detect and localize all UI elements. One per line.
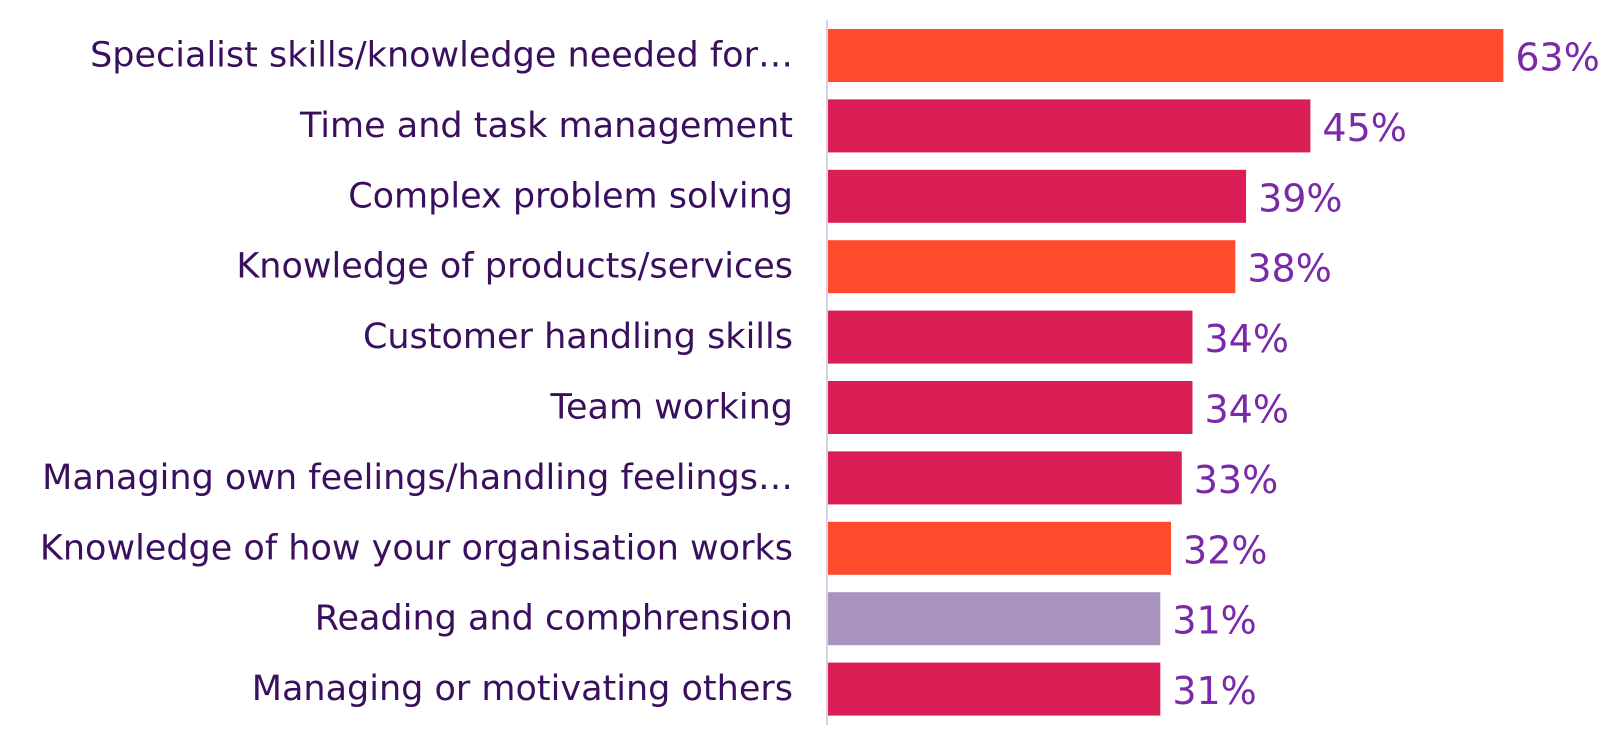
- value-label: 34%: [1204, 317, 1288, 361]
- category-label: Managing own feelings/handling feelings…: [42, 458, 793, 498]
- bar: [828, 592, 1161, 646]
- value-label: 32%: [1183, 528, 1267, 572]
- value-label: 38%: [1247, 247, 1331, 291]
- bar: [828, 521, 1172, 575]
- bar: [828, 381, 1193, 434]
- value-label: 34%: [1204, 388, 1288, 432]
- value-label: 45%: [1322, 106, 1406, 150]
- bar: [828, 451, 1182, 505]
- category-label: Knowledge of products/services: [236, 247, 793, 287]
- value-label: 31%: [1172, 599, 1256, 643]
- category-label: Complex problem solving: [348, 176, 793, 216]
- category-label: Knowledge of how your organisation works: [40, 528, 793, 568]
- category-label: Team working: [550, 388, 793, 428]
- category-label: Time and task management: [299, 106, 793, 146]
- value-labels-group: 63% 45% 39% 38% 34% 34% 33% 32% 31% 31%: [1172, 36, 1600, 714]
- bar: [828, 662, 1161, 716]
- category-labels-group: Specialist skills/knowledge needed for… T…: [40, 36, 793, 710]
- bar: [828, 99, 1311, 153]
- value-label: 33%: [1194, 458, 1278, 502]
- bars-group: [828, 29, 1504, 716]
- value-label: 63%: [1515, 36, 1599, 80]
- category-label: Specialist skills/knowledge needed for…: [90, 36, 793, 76]
- bar: [828, 29, 1504, 82]
- bar: [828, 310, 1193, 364]
- value-label: 39%: [1258, 176, 1342, 220]
- bar: [828, 240, 1236, 294]
- category-label: Reading and comphrension: [315, 599, 793, 639]
- category-label: Managing or motivating others: [252, 669, 793, 709]
- value-label: 31%: [1172, 669, 1256, 713]
- category-label: Customer handling skills: [363, 317, 793, 357]
- bar: [828, 169, 1247, 223]
